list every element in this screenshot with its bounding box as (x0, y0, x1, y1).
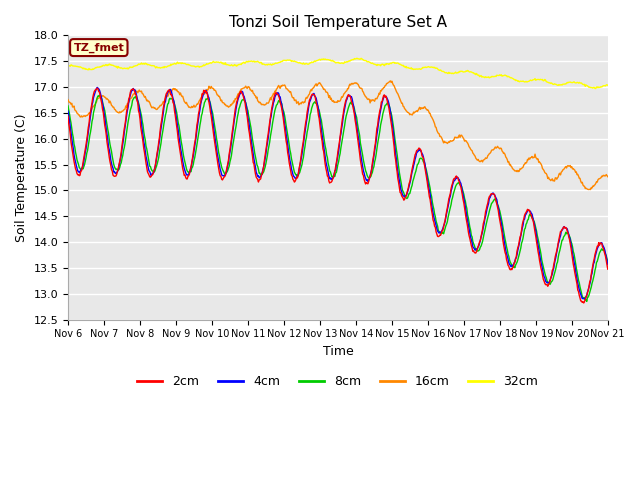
Title: Tonzi Soil Temperature Set A: Tonzi Soil Temperature Set A (229, 15, 447, 30)
Legend: 2cm, 4cm, 8cm, 16cm, 32cm: 2cm, 4cm, 8cm, 16cm, 32cm (132, 370, 543, 393)
Y-axis label: Soil Temperature (C): Soil Temperature (C) (15, 113, 28, 242)
Text: TZ_fmet: TZ_fmet (74, 42, 124, 53)
X-axis label: Time: Time (323, 345, 353, 358)
